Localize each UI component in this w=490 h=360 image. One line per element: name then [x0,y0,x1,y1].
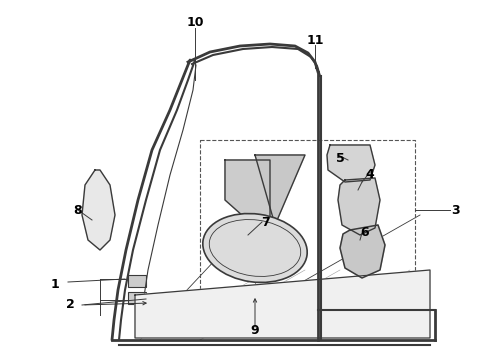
Text: 2: 2 [66,298,74,311]
Text: 7: 7 [261,216,270,230]
Text: 6: 6 [361,226,369,239]
Polygon shape [338,178,380,235]
Text: 1: 1 [50,279,59,292]
Polygon shape [255,155,305,225]
Text: 9: 9 [251,324,259,337]
Bar [128,275,146,287]
Text: 5: 5 [336,152,344,165]
Polygon shape [327,145,375,182]
Text: 4: 4 [366,168,374,181]
Polygon shape [225,160,270,240]
Polygon shape [340,225,385,278]
Text: 11: 11 [306,33,324,46]
Text: 8: 8 [74,203,82,216]
Ellipse shape [203,213,307,283]
Text: 3: 3 [451,203,459,216]
Text: 10: 10 [186,15,204,28]
Bar [128,292,146,304]
Polygon shape [82,170,115,250]
Polygon shape [135,270,430,338]
